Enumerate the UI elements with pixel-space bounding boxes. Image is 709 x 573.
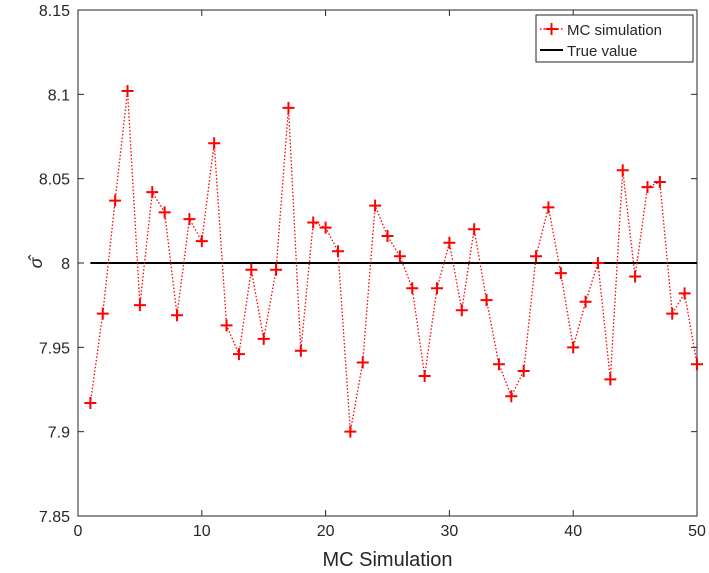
legend-label-true: True value [567, 43, 637, 60]
data-point [443, 236, 456, 249]
series-line-mc-simulation [89, 90, 698, 432]
data-point [418, 370, 431, 383]
data-point [369, 199, 382, 212]
data-point [431, 282, 444, 295]
data-point [307, 216, 320, 229]
y-tick-label: 7.9 [48, 425, 70, 442]
data-point [195, 235, 208, 248]
x-tick-label: 20 [317, 523, 335, 540]
x-axis: 0 10 20 30 40 50 [74, 10, 706, 540]
x-tick-label: 40 [564, 523, 582, 540]
data-point [492, 358, 505, 371]
data-point [616, 164, 629, 177]
data-point [158, 206, 171, 219]
data-point [567, 341, 580, 354]
data-point [109, 194, 122, 207]
data-point [331, 245, 344, 258]
y-axis: 7.85 7.9 7.95 8 8.05 8.1 8.15 [39, 3, 697, 526]
data-point [591, 257, 604, 269]
data-point [393, 250, 406, 263]
data-point [480, 294, 493, 307]
legend-marker-mc [545, 23, 558, 35]
x-tick-label: 10 [193, 523, 211, 540]
data-point [146, 186, 159, 199]
data-point [517, 364, 530, 377]
data-point [579, 295, 592, 308]
data-point [171, 309, 184, 322]
data-point [629, 270, 642, 283]
y-tick-label: 7.95 [39, 340, 70, 357]
y-tick-label: 8.15 [39, 3, 70, 20]
data-point [344, 425, 357, 438]
x-axis-label: MC Simulation [322, 549, 452, 571]
x-tick-label: 0 [74, 523, 83, 540]
data-point [232, 348, 245, 361]
data-point [121, 84, 134, 97]
data-point [505, 390, 518, 403]
data-point [455, 304, 468, 317]
y-tick-label: 8 [61, 256, 70, 273]
data-point [319, 221, 332, 234]
data-point [641, 181, 654, 194]
data-point [133, 299, 146, 312]
y-axis-label: σ̂ [26, 255, 46, 269]
data-point [220, 319, 233, 332]
data-point [406, 282, 419, 295]
data-point [604, 373, 617, 386]
data-point [208, 137, 221, 150]
data-point [468, 223, 481, 236]
data-point [530, 250, 543, 263]
data-point [542, 201, 555, 214]
data-point [294, 344, 307, 357]
x-tick-label: 50 [688, 523, 706, 540]
data-point [666, 307, 679, 320]
legend-label-mc: MC simulation [567, 22, 662, 39]
data-point [282, 101, 295, 114]
series-layer [84, 84, 703, 438]
data-point [245, 263, 258, 276]
legend: MC simulation True value [535, 14, 694, 63]
y-tick-label: 8.05 [39, 172, 70, 189]
y-tick-label: 8.1 [48, 87, 70, 104]
data-point [84, 396, 97, 409]
y-tick-label: 7.85 [39, 509, 70, 526]
legend-box [535, 14, 694, 63]
data-point [653, 176, 666, 189]
data-point [96, 307, 109, 320]
data-point [270, 263, 283, 276]
data-point [356, 356, 369, 369]
x-tick-label: 30 [441, 523, 459, 540]
data-point [381, 230, 394, 243]
data-point [257, 332, 270, 345]
data-point [554, 267, 567, 280]
data-point [691, 358, 703, 371]
data-point [183, 213, 196, 226]
data-point [678, 287, 691, 300]
